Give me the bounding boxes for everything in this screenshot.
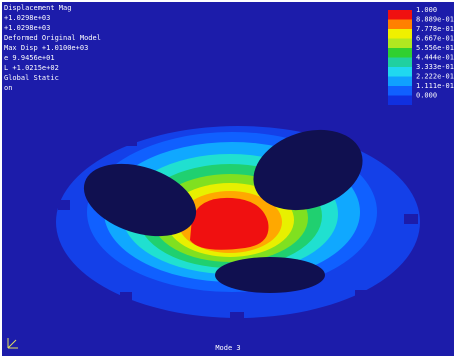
- legend-swatch: [388, 29, 412, 39]
- legend-swatch: [388, 20, 412, 30]
- legend-label: 3.333e-01: [416, 63, 454, 71]
- info-line: on: [4, 84, 12, 92]
- legend-label: 7.778e-01: [416, 25, 454, 33]
- legend-swatch: [388, 77, 412, 87]
- legend-label: 2.222e-01: [416, 73, 454, 81]
- legend-label: 6.667e-01: [416, 35, 454, 43]
- legend-swatch: [388, 39, 412, 49]
- legend-swatch: [388, 10, 412, 20]
- footer: Mode 3: [215, 344, 240, 352]
- info-line: L +1.0215e+02: [4, 64, 59, 72]
- info-line: +1.0298e+03: [4, 24, 50, 32]
- legend-swatch: [388, 48, 412, 58]
- info-line: e 9.9456e+01: [4, 54, 55, 62]
- legend-label: 4.444e-01: [416, 54, 454, 62]
- info-line: Deformed Original Model: [4, 34, 101, 42]
- legend-swatch: [388, 86, 412, 96]
- page: {"info_lines": ["Displacement Mag", "+1.…: [0, 0, 456, 358]
- info-line: Displacement Mag: [4, 4, 71, 12]
- viewport: Displacement Mag +1.0298e+03 +1.0298e+03 De…: [0, 0, 456, 358]
- peak: [190, 198, 269, 250]
- legend-label: 1.000: [416, 6, 437, 14]
- legend-swatch: [388, 67, 412, 77]
- legend-label: 1.111e-01: [416, 82, 454, 90]
- legend-label: 5.556e-01: [416, 44, 454, 52]
- info-line: Global Static: [4, 74, 59, 82]
- legend-swatch: [388, 58, 412, 68]
- info-line: +1.0298e+03: [4, 14, 50, 22]
- legend-label: 0.000: [416, 92, 437, 100]
- legend-label: 8.889e-01: [416, 16, 454, 24]
- legend-swatch: [388, 96, 412, 106]
- hole: [215, 257, 325, 293]
- info-line: Max Disp +1.0100e+03: [4, 44, 88, 52]
